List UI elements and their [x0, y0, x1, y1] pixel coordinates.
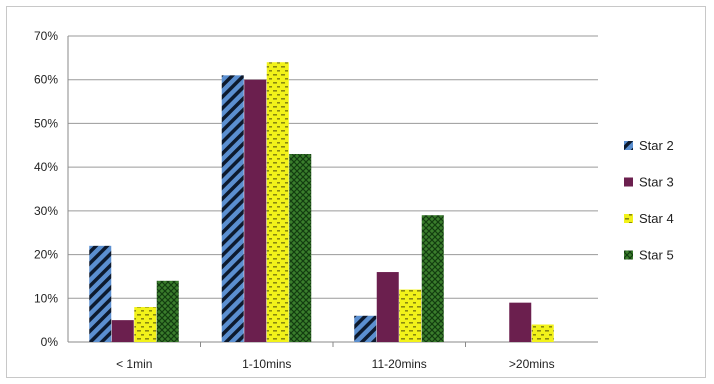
- y-tick-label: 70%: [34, 29, 58, 43]
- x-tick-label: 1-10mins: [242, 357, 291, 371]
- bar-star-3-0: [111, 320, 134, 342]
- legend-swatch: [624, 141, 633, 150]
- bar-star-4-1: [266, 62, 289, 342]
- legend-swatch: [624, 250, 633, 260]
- y-tick-label: 50%: [34, 116, 58, 130]
- legend-swatch: [624, 214, 633, 223]
- y-tick-label: 20%: [34, 248, 58, 262]
- x-tick-label: < 1min: [116, 357, 152, 371]
- bar-star-2-2: [354, 315, 377, 342]
- bar-star-5-0: [156, 280, 179, 342]
- bar-star-2-0: [89, 245, 112, 342]
- y-tick-label: 40%: [34, 160, 58, 174]
- bar-star-4-3: [531, 324, 554, 342]
- bar-star-4-0: [134, 307, 157, 342]
- bar-star-3-2: [376, 272, 399, 342]
- bar-star-3-1: [244, 79, 267, 342]
- y-tick-label: 60%: [34, 73, 58, 87]
- legend: Star 2 Star 3 Star 4 Star 5: [624, 138, 674, 263]
- legend-label: Star 2: [639, 138, 674, 153]
- legend-label: Star 5: [639, 248, 674, 263]
- bar-star-5-2: [421, 215, 444, 342]
- y-tick-label: 30%: [34, 204, 58, 218]
- x-tick-labels: < 1min 1-10mins 11-20mins >20mins: [116, 357, 555, 371]
- bar-star-3-3: [509, 302, 532, 342]
- legend-swatch: [624, 177, 633, 187]
- gridlines: [68, 35, 598, 299]
- legend-label: Star 3: [639, 175, 674, 190]
- x-tick-label: >20mins: [509, 357, 555, 371]
- y-tick-label: 0%: [41, 335, 59, 349]
- bar-star-5-1: [289, 154, 312, 342]
- legend-label: Star 4: [639, 211, 674, 226]
- y-tick-labels: 0% 10% 20% 30% 40% 50% 60% 70%: [34, 29, 58, 349]
- bars: [89, 62, 554, 342]
- x-tick-label: 11-20mins: [372, 357, 427, 371]
- bar-star-2-1: [221, 75, 244, 342]
- y-tick-label: 10%: [34, 291, 58, 305]
- axes: [67, 36, 598, 347]
- bar-star-4-2: [399, 289, 422, 342]
